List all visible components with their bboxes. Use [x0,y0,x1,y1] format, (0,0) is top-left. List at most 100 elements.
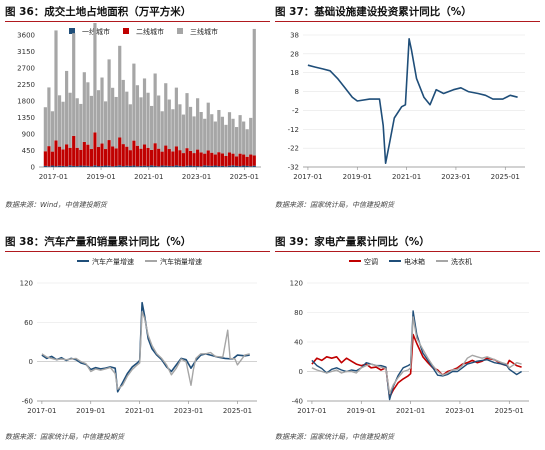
bar [100,143,104,166]
bar [167,165,171,167]
bar [196,166,200,167]
y-tick-label: -2 [292,107,299,115]
series-line [307,38,518,164]
bar [150,165,154,167]
bar [227,165,232,167]
x-tick-label: 2021-01 [392,173,421,181]
bar [157,166,161,167]
bar [188,150,193,166]
bar [181,153,186,167]
y-tick-label: 60 [24,319,33,327]
bar [121,166,125,167]
y-tick-label: 3150 [17,48,35,56]
chart-panel-infrastructure: 图 37：基础设施建设投资累计同比（%） 38 28 18 8 -2 -12 -22 -32 2… [275,4,540,219]
x-tick-label: 2023-01 [441,173,470,181]
chart-source: 数据来源：国家统计局，中信建投期货 [5,433,124,441]
bar [245,156,249,166]
chart-source: 数据来源：Wind，中信建投期货 [5,201,107,209]
bar [249,166,253,167]
y-tick-label: 900 [22,131,35,139]
bar [185,93,189,149]
bar [192,165,196,167]
x-tick-label: 2019-01 [343,173,372,181]
bar [174,165,178,167]
bar [114,96,118,149]
bar [72,135,76,166]
bar [86,82,90,145]
bar [160,165,164,167]
bar [203,153,207,166]
bar [72,33,76,136]
bar [213,121,217,155]
bar [47,87,51,147]
chart-title: 图 36：成交土地占地面积（万平方米） [5,4,270,22]
bar [188,106,193,151]
bar [65,70,69,145]
bar [128,150,132,166]
bar [178,104,182,151]
bar [171,166,175,167]
bar [61,149,65,166]
bar [206,102,210,151]
bar [79,103,83,150]
bar [242,165,246,167]
y-tick-label: -22 [288,145,299,153]
bar [100,165,104,167]
bar [142,78,147,145]
bar [160,111,164,152]
bar [164,83,168,146]
bar [231,165,235,167]
bar [86,144,90,166]
bar [43,165,47,167]
bar [82,141,86,166]
bar [57,95,62,147]
chart-title: 图 39：家电产量累计同比（%） [275,234,540,252]
bar [96,166,101,167]
bar [50,165,55,167]
bar [135,166,140,167]
bar [107,59,111,141]
bar [174,146,178,166]
bar [54,140,58,167]
series-line [311,316,522,395]
y-tick-label: 2250 [17,81,35,89]
bar [242,121,246,155]
bar [181,114,186,154]
chart-source: 数据来源：国家统计局，中信建投期货 [275,201,394,209]
bar [93,23,97,133]
legend-swatch [123,28,129,34]
bar [224,156,228,167]
bar [43,151,47,166]
bar [50,111,55,152]
bar [245,165,249,167]
chart-title: 图 37：基础设施建设投资累计同比（%） [275,4,540,22]
x-tick-label: 2019-01 [76,407,105,415]
bar [234,127,239,157]
y-tick-label: 1800 [17,98,35,106]
bar [150,149,154,166]
y-tick-label: 8 [295,88,299,96]
bar [192,153,196,166]
x-tick-label: 2019-01 [86,173,115,181]
bar [114,165,118,167]
bar [157,148,161,167]
bar [103,149,108,166]
bar [199,112,203,153]
legend-label: 汽车销量增速 [160,257,202,266]
y-tick-label: 1350 [17,114,35,122]
chart-title: 图 38：汽车产量和销量累计同比（%） [5,234,270,252]
y-tick-label: 0 [299,368,303,376]
x-tick-label: 2021-01 [134,173,163,181]
bar [167,149,171,166]
bar [231,118,235,154]
bar [217,152,221,167]
bar [206,150,210,166]
bar [57,146,62,166]
bar [57,165,62,167]
bar [142,165,147,167]
y-tick-label: 3600 [17,32,35,40]
bar [79,165,83,167]
x-tick-label: 2023-01 [174,407,203,415]
